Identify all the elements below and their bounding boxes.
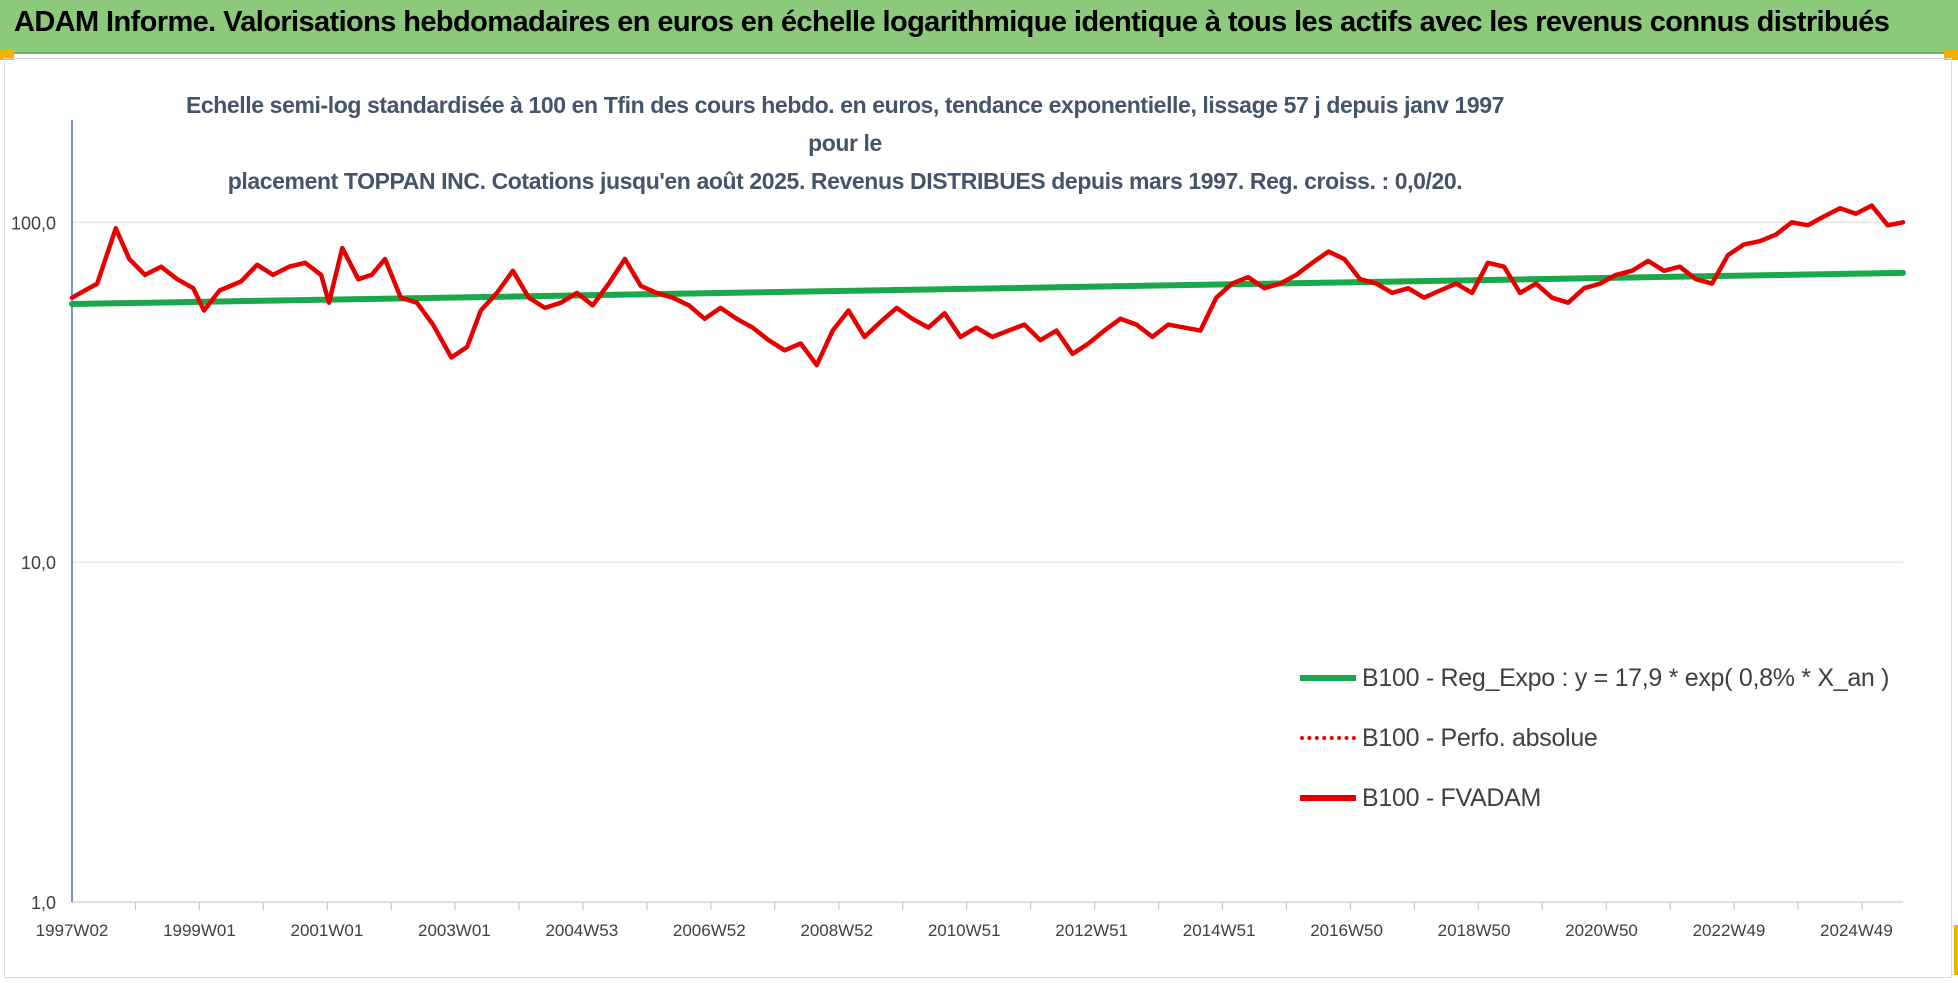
legend-item-perfo: B100 - Perfo. absolue	[1300, 708, 1889, 768]
y-tick-label: 1,0	[31, 893, 56, 913]
x-tick-label: 2008W52	[800, 921, 873, 940]
legend-swatch-regression	[1300, 675, 1356, 681]
chart-subtitle: Echelle semi-log standardisée à 100 en T…	[180, 86, 1510, 200]
chart-legend: B100 - Reg_Expo : y = 17,9 * exp( 0,8% *…	[1300, 648, 1890, 828]
y-tick-label: 10,0	[21, 553, 56, 573]
legend-swatch-fvadam	[1300, 795, 1356, 801]
legend-item-regression: B100 - Reg_Expo : y = 17,9 * exp( 0,8% *…	[1300, 648, 1890, 708]
x-tick-label: 2010W51	[928, 921, 1001, 940]
x-tick-label: 2014W51	[1183, 921, 1256, 940]
legend-swatch-perfo	[1300, 736, 1356, 740]
legend-label-fvadam: B100 - FVADAM	[1362, 783, 1542, 812]
report-title: ADAM Informe. Valorisations hebdomadaire…	[14, 6, 1890, 38]
legend-label-regression: B100 - Reg_Expo : y = 17,9 * exp( 0,8% *…	[1362, 663, 1890, 692]
legend-item-fvadam: B100 - FVADAM	[1300, 768, 1889, 828]
x-tick-label: 2003W01	[418, 921, 491, 940]
x-tick-label: 2024W49	[1820, 921, 1893, 940]
y-tick-label: 100,0	[11, 213, 56, 233]
chart-subtitle-line-1: Echelle semi-log standardisée à 100 en T…	[185, 92, 1505, 156]
axes	[71, 120, 1903, 910]
legend-label-perfo: B100 - Perfo. absolue	[1362, 723, 1598, 752]
series-line-fvadam	[69, 203, 1906, 368]
x-tick-labels: 1997W02 1999W01 2001W01 2003W01 2004W53 2006W…	[36, 921, 1893, 940]
chart-frame	[4, 58, 1952, 978]
corner-accent-right	[1944, 50, 1958, 60]
y-tick-labels: 1,0 10,0 100,0	[11, 213, 56, 913]
x-tick-label: 1997W02	[36, 921, 109, 940]
x-tick-label: 2018W50	[1438, 921, 1511, 940]
chart-subtitle-line-2: placement TOPPAN INC. Cotations jusqu'en…	[227, 168, 1463, 194]
x-tick-label: 2004W53	[545, 921, 618, 940]
report-banner: ADAM Informe. Valorisations hebdomadaire…	[0, 0, 1958, 54]
x-tick-label: 2001W01	[291, 921, 364, 940]
corner-accent-left	[0, 50, 14, 60]
x-tick-label: 2022W49	[1693, 921, 1766, 940]
x-tick-label: 2016W50	[1310, 921, 1383, 940]
x-tick-label: 1999W01	[163, 921, 236, 940]
x-tick-label: 2012W51	[1055, 921, 1128, 940]
x-tick-label: 2006W52	[673, 921, 746, 940]
x-tick-label: 2020W50	[1565, 921, 1638, 940]
series-line-regression	[69, 269, 1906, 307]
side-accent-right	[1954, 925, 1958, 975]
series-lines	[69, 203, 1906, 368]
